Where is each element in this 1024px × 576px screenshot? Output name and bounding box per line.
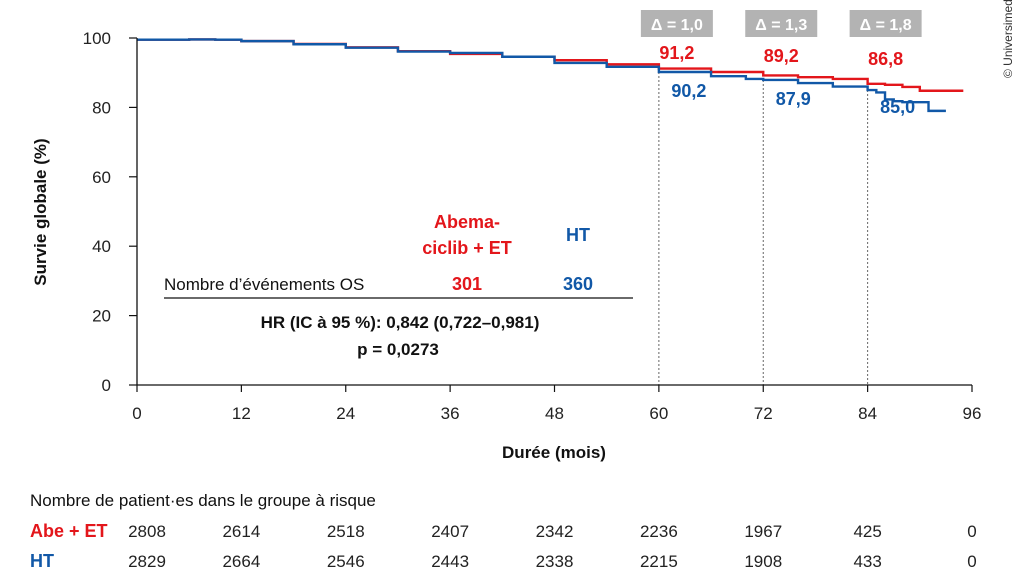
risk-table: Nombre de patient·es dans le groupe à ri… <box>30 491 977 571</box>
risk-cell: 2808 <box>128 522 166 541</box>
series-line-abe-et <box>137 38 964 92</box>
axes: 0 20 40 60 80 100 0 12 24 36 48 60 72 84 96 <box>83 29 982 423</box>
reference-lines <box>658 72 869 385</box>
risk-cell: 1908 <box>744 552 782 571</box>
value-label-ht: 87,9 <box>776 89 811 109</box>
risk-table-values: 2808 2614 2518 2407 2342 2236 1967 425 0 2829 2664… <box>128 522 977 571</box>
risk-cell: 2443 <box>431 552 469 571</box>
risk-cell: 425 <box>853 522 881 541</box>
y-tick-label: 0 <box>102 376 111 395</box>
survival-curves <box>137 38 964 113</box>
risk-cell: 2829 <box>128 552 166 571</box>
risk-cell: 2215 <box>640 552 678 571</box>
y-tick-label: 20 <box>92 307 111 326</box>
events-label: Nombre d’événements OS <box>164 275 364 294</box>
col-header-ht: HT <box>566 225 590 245</box>
risk-cell: 1967 <box>744 522 782 541</box>
value-label-abe: 91,2 <box>659 43 694 63</box>
risk-cell: 2236 <box>640 522 678 541</box>
risk-cell: 2518 <box>327 522 365 541</box>
col-header-abe-line2: ciclib + ET <box>422 238 512 258</box>
x-tick-label: 12 <box>232 404 251 423</box>
y-tick-label: 40 <box>92 237 111 256</box>
risk-cell: 2338 <box>536 552 574 571</box>
risk-cell: 0 <box>967 552 976 571</box>
risk-cell: 0 <box>967 522 976 541</box>
hazard-ratio: HR (IC à 95 %): 0,842 (0,722–0,981) <box>261 313 540 332</box>
col-header-abe-line1: Abema- <box>434 212 500 232</box>
risk-cell: 2407 <box>431 522 469 541</box>
y-tick-label: 60 <box>92 168 111 187</box>
risk-cell: 2342 <box>536 522 574 541</box>
x-tick-label: 72 <box>754 404 773 423</box>
delta-label: Δ = 1,8 <box>860 17 912 34</box>
copyright: © Universimed <box>1001 0 1015 78</box>
x-tick-label: 84 <box>858 404 877 423</box>
value-label-abe: 86,8 <box>868 49 903 69</box>
delta-label: Δ = 1,3 <box>755 17 807 34</box>
risk-cell: 2614 <box>222 522 260 541</box>
x-tick-label: 0 <box>132 404 141 423</box>
delta-box <box>640 10 713 37</box>
x-axis-title: Durée (mois) <box>502 443 606 462</box>
y-tick-label: 100 <box>83 29 111 48</box>
risk-cell: 2546 <box>327 552 365 571</box>
x-tick-label: 60 <box>649 404 668 423</box>
risk-cell: 2664 <box>222 552 260 571</box>
events-abe: 301 <box>452 274 482 294</box>
y-tick-label: 80 <box>92 98 111 117</box>
risk-cell: 433 <box>853 552 881 571</box>
value-label-ht: 85,0 <box>880 97 915 117</box>
value-label-abe: 89,2 <box>764 46 799 66</box>
x-tick-label: 96 <box>963 404 982 423</box>
value-label-ht: 90,2 <box>671 81 706 101</box>
x-tick-label: 48 <box>545 404 564 423</box>
risk-row-label-abe: Abe + ET <box>30 521 108 541</box>
stats-inset: Abema- ciclib + ET HT Nombre d’événement… <box>164 212 633 359</box>
risk-table-title: Nombre de patient·es dans le groupe à ri… <box>30 491 376 510</box>
delta-label: Δ = 1,0 <box>651 17 703 34</box>
y-axis-title: Survie globale (%) <box>31 138 50 285</box>
series-line-ht <box>137 38 946 113</box>
p-value: p = 0,0273 <box>357 340 439 359</box>
risk-row-label-ht: HT <box>30 551 54 571</box>
x-tick-label: 24 <box>336 404 355 423</box>
x-tick-label: 36 <box>441 404 460 423</box>
delta-box <box>745 10 818 37</box>
delta-box <box>849 10 922 37</box>
events-ht: 360 <box>563 274 593 294</box>
timepoint-labels: Δ = 1,0 91,2 90,2 Δ = 1,3 89,2 87,9 Δ = 1,8 86,… <box>640 10 922 117</box>
